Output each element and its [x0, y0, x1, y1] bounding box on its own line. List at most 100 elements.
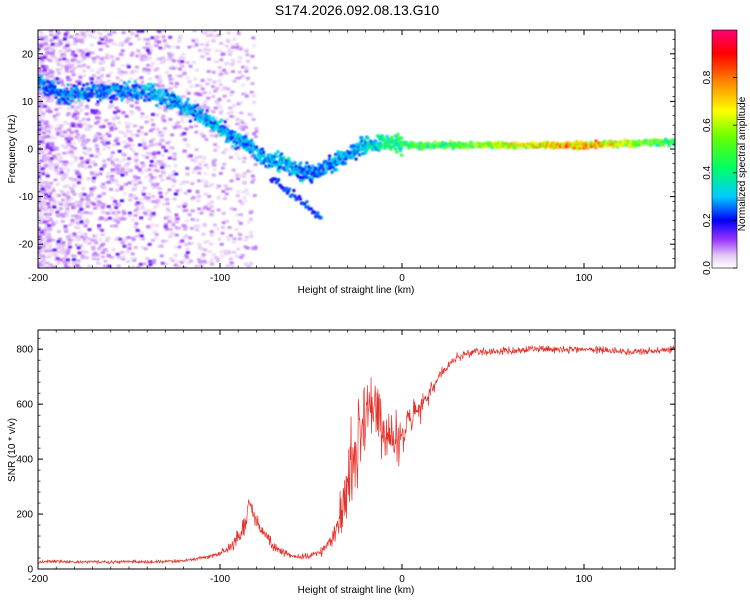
- spectrogram-cell: [211, 121, 215, 125]
- spectrogram-cell: [49, 167, 54, 171]
- spectrogram-cell: [98, 238, 103, 242]
- spectrogram-cell: [43, 187, 48, 191]
- spectrogram-cell: [257, 151, 261, 155]
- spectrogram-cell: [220, 166, 225, 170]
- spectrogram-cell: [171, 223, 176, 227]
- spectrogram-cell: [238, 213, 243, 217]
- spectrogram-cell: [118, 93, 122, 97]
- spectrogram-cell: [39, 57, 44, 61]
- spectrogram-cell: [65, 251, 70, 255]
- spectrogram-cell: [66, 168, 71, 172]
- spectrogram-cell: [397, 142, 401, 146]
- spectrogram-cell: [46, 80, 50, 84]
- spectrogram-cell: [82, 63, 87, 67]
- spectrogram-cell: [315, 213, 319, 217]
- spectrogram-cell: [72, 42, 77, 46]
- spectrogram-cell: [219, 58, 224, 62]
- spectrogram-cell: [119, 41, 124, 45]
- spectrogram-cell: [218, 105, 223, 109]
- spectrogram-cell: [280, 152, 284, 156]
- spectrogram-cell: [79, 156, 84, 160]
- spectrogram-cell: [41, 119, 46, 123]
- spectrogram-cell: [38, 59, 41, 63]
- spectrogram-cell: [93, 171, 98, 175]
- spectrogram-cell: [153, 205, 158, 209]
- spectrogram-cell: [152, 88, 156, 92]
- spectrogram-cell: [47, 93, 51, 97]
- spectrogram-cell: [126, 162, 131, 166]
- spectrogram-cell: [76, 60, 81, 64]
- spectrogram-cell: [156, 133, 161, 137]
- snr-y-tick-label: 600: [16, 400, 33, 411]
- snr-x-tick-label: 100: [576, 574, 593, 585]
- spectrogram-cell: [94, 155, 99, 159]
- spectrogram-y-label: Frequency (Hz): [7, 115, 18, 184]
- spectrogram-cell: [103, 91, 107, 95]
- spectrogram-cell: [234, 228, 239, 232]
- spectrogram-cell: [200, 208, 205, 212]
- spectrogram-cell: [165, 207, 170, 211]
- spectrogram-cell: [69, 233, 74, 237]
- spectrogram-cell: [204, 124, 208, 128]
- spectrogram-cell: [121, 31, 126, 35]
- spectrogram-cell: [136, 210, 141, 214]
- spectrogram-cell: [72, 84, 76, 88]
- spectrogram-cell: [152, 150, 157, 154]
- spectrogram-cell: [364, 151, 368, 155]
- spectrogram-cell: [90, 68, 95, 72]
- spectrogram-cell: [283, 168, 287, 172]
- spectrogram-cell: [39, 248, 44, 252]
- spectrogram-cell: [59, 156, 64, 160]
- spectrogram-cell: [69, 162, 74, 166]
- spectrogram-cell: [395, 150, 399, 154]
- spectrogram-cell: [75, 261, 80, 265]
- spectrogram-cell: [107, 134, 112, 138]
- spectrogram-cell: [175, 189, 180, 193]
- spectrogram-cell: [67, 238, 72, 242]
- spectrogram-cell: [44, 228, 49, 232]
- spectrogram-cell: [149, 44, 154, 48]
- spectrogram-cell: [112, 82, 116, 86]
- spectrogram-cell: [58, 39, 63, 43]
- spectrogram-cell: [227, 47, 232, 51]
- spectrogram-cell: [38, 105, 43, 109]
- spectrogram-cell: [217, 79, 222, 83]
- spectrogram-cell: [107, 122, 112, 126]
- spectrogram-cell: [159, 195, 164, 199]
- spectrogram-cell: [268, 163, 272, 167]
- spectrogram-cell: [221, 119, 226, 123]
- spectrogram-cell: [236, 190, 241, 194]
- spectrogram-cell: [109, 38, 114, 42]
- spectrogram-cell: [594, 139, 598, 143]
- spectrogram-cell: [212, 128, 216, 132]
- spectrogram-cell: [224, 44, 229, 48]
- spectrogram-cell: [235, 135, 239, 139]
- spectrogram-cell: [206, 69, 211, 73]
- spectrogram-cell: [39, 220, 44, 224]
- spectrogram-cell: [130, 256, 135, 260]
- spectrogram-cell: [376, 142, 380, 146]
- spectrogram-cell: [98, 48, 103, 52]
- spectrogram-cell: [205, 33, 210, 37]
- spectrogram-cell: [664, 137, 668, 141]
- spectrogram-cell: [388, 142, 392, 146]
- spectrogram-cell: [190, 116, 195, 120]
- spectrogram-cell: [167, 220, 172, 224]
- spectrogram-cell: [170, 57, 175, 61]
- spectrogram-cell: [164, 262, 169, 266]
- spectrogram-cell: [40, 167, 45, 171]
- spectrogram-cell: [38, 202, 41, 206]
- spectrogram-cell: [328, 157, 332, 161]
- spectrogram-cell: [91, 160, 96, 164]
- spectrogram-cell: [172, 197, 177, 201]
- spectrogram-cell: [92, 111, 97, 115]
- snr-frame: [37, 329, 676, 570]
- spectrogram-cell: [185, 247, 190, 251]
- spectrogram-cell: [135, 166, 140, 170]
- spectrogram-cell: [469, 140, 473, 144]
- spectrogram-cell: [218, 83, 223, 87]
- spectrogram-cell: [129, 104, 134, 108]
- spectrogram-cell: [176, 264, 181, 268]
- spectrogram-cell: [195, 218, 200, 222]
- spectrogram-cell: [179, 98, 183, 102]
